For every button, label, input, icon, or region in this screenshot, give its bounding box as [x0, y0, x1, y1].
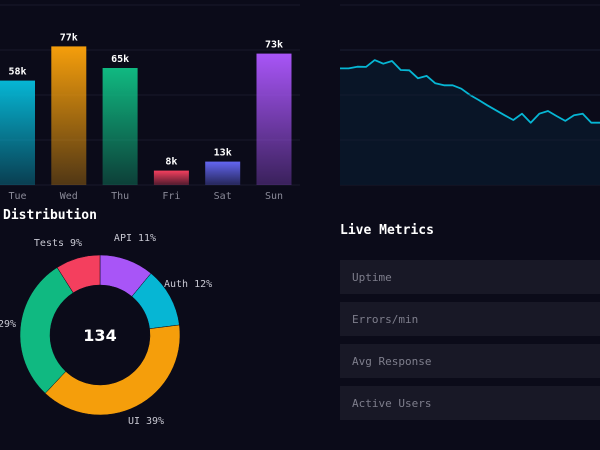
- donut-center-value: 134: [83, 326, 116, 345]
- bar-thu: [102, 68, 138, 185]
- distribution-title: Distribution: [3, 208, 97, 223]
- donut-slice: [44, 324, 181, 416]
- metric-label: Active Users: [352, 397, 432, 410]
- bar-sat: [205, 161, 241, 185]
- metric-label: Errors/min: [352, 313, 419, 326]
- x-tick-label: Tue: [8, 191, 26, 202]
- bar-value-label: 65k: [111, 54, 129, 65]
- bar-wed: [51, 46, 87, 186]
- donut-slice-label: UI 39%: [128, 416, 164, 427]
- donut-slice-label: Tests 9%: [34, 238, 82, 249]
- area-fill: [340, 60, 600, 185]
- metric-card-avg-response: Avg Response: [340, 344, 600, 378]
- metric-label: Avg Response: [352, 355, 432, 368]
- x-tick-label: Wed: [60, 191, 78, 202]
- live-metrics-title: Live Metrics: [340, 223, 434, 238]
- bar-value-label: 13k: [214, 148, 232, 159]
- bar-value-label: 73k: [265, 40, 283, 51]
- x-tick-label: Thu: [111, 191, 129, 202]
- metric-label: Uptime: [352, 271, 392, 284]
- bar-value-label: 77k: [60, 32, 78, 43]
- metric-card-errors: Errors/min: [340, 302, 600, 336]
- metric-card-uptime: Uptime: [340, 260, 600, 294]
- bar-value-label: 58k: [8, 67, 26, 78]
- bar-sun: [256, 53, 292, 185]
- donut-slice-label: Auth 12%: [164, 279, 212, 290]
- bar-value-label: 8k: [165, 157, 177, 168]
- donut-slice-label: API 11%: [114, 233, 156, 244]
- donut-slice: [56, 254, 101, 294]
- x-tick-label: Sat: [214, 191, 232, 202]
- donut-slice-label: 29%: [0, 319, 16, 330]
- x-tick-label: Sun: [265, 191, 283, 202]
- bar-tue: [0, 80, 35, 185]
- x-tick-label: Fri: [162, 191, 180, 202]
- metric-card-active-users: Active Users: [340, 386, 600, 420]
- bar-fri: [153, 170, 189, 185]
